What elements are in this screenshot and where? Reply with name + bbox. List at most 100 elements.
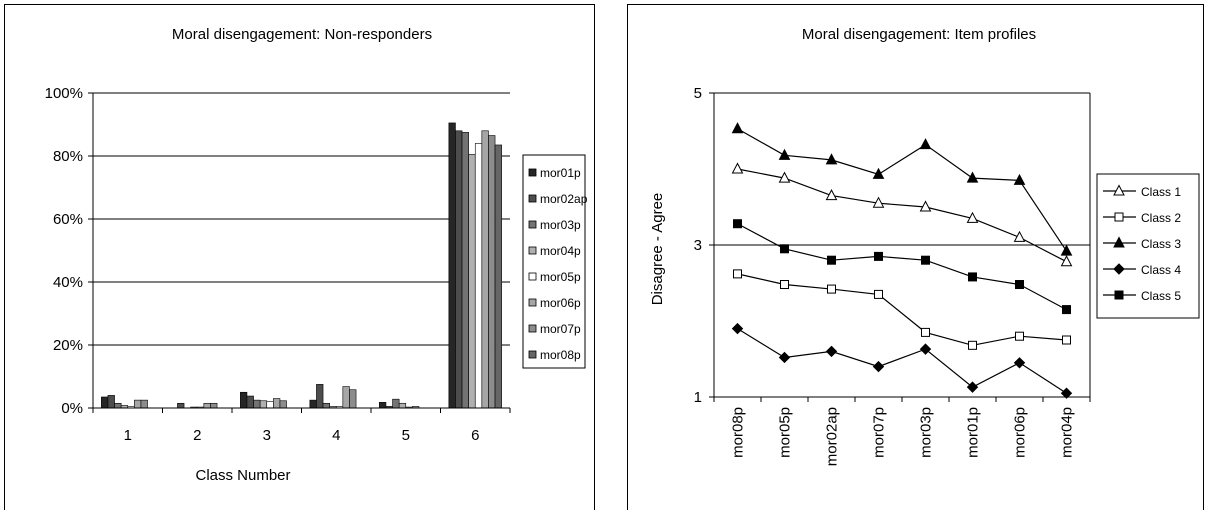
bar-chart-y-axis: 0% 20% 40% 60% 80% 100% [45,85,93,417]
bar-mor01p-class-1 [101,396,109,409]
bar-legend-label-mor08p: mor08p [540,348,581,362]
point-class-2-mor02ap [827,284,836,294]
bar-chart-axes [92,93,510,409]
point-class-4-mor05p [778,351,791,364]
bar-legend-label-mor05p: mor05p [540,270,581,284]
bar-legend-swatch-mor06p [528,298,537,307]
line-x-tick-label: mor05p [777,407,794,458]
line-legend-marker-class-1 [1113,184,1125,196]
point-class-5-mor04p [1062,305,1071,315]
bar-mor08p-class-6 [494,144,502,409]
line-chart-title: Moral disengagement: Item profiles [802,26,1036,43]
bar-chart: Moral disengagement: Non-responders Clas… [45,26,588,484]
point-class-2-mor06p [1015,331,1024,341]
bar-mor07p-class-4 [349,389,357,409]
bar-mor02ap-class-3 [246,395,254,409]
line-chart-y-axis: 1 3 5 [694,85,714,406]
bar-legend-label-mor02ap: mor02ap [540,192,588,206]
bar-x-tick-label: 1 [124,427,132,444]
point-class-5-mor01p [968,272,977,282]
bar-mor02ap-class-6 [455,130,463,409]
bar-mor02ap-class-1 [107,395,115,409]
bar-mor01p-class-3 [240,391,248,409]
bar-mor03p-class-1 [114,402,122,409]
point-class-2-mor04p [1062,335,1071,345]
line-legend-label-class-2: Class 2 [1141,211,1181,225]
point-class-2-mor07p [874,289,883,299]
line-class-4 [737,328,1067,394]
bar-y-tick-label: 100% [45,85,83,102]
bar-mor02ap-class-4 [316,384,324,409]
bar-chart-x-axis: 1 2 3 4 5 6 [92,408,511,444]
line-chart-series [731,122,1073,399]
point-class-2-mor03p [921,327,930,337]
point-class-4-mor03p [919,343,932,355]
bar-legend-label-mor03p: mor03p [540,218,581,232]
line-x-tick-label: mor08p [730,407,747,458]
point-class-5-mor08p [733,219,742,229]
bar-chart-panel: Moral disengagement: Non-responders Clas… [4,4,595,510]
bar-legend-label-mor04p: mor04p [540,244,581,258]
point-class-5-mor05p [780,244,789,254]
bar-legend-swatch-mor03p [528,220,537,229]
line-legend-label-class-3: Class 3 [1141,237,1181,251]
point-class-2-mor08p [733,269,742,279]
bar-y-tick-label: 20% [53,337,83,354]
point-class-2-mor01p [968,340,977,350]
point-class-4-mor02ap [825,345,838,358]
bar-y-tick-label: 40% [53,274,83,291]
line-chart-ylabel: Disagree - Agree [649,193,666,306]
bar-legend-label-mor06p: mor06p [540,296,581,310]
line-legend-label-class-4: Class 4 [1141,263,1181,277]
point-class-4-mor04p [1060,387,1073,399]
point-class-1-mor04p [1060,255,1073,267]
bar-mor04p-class-3 [259,400,268,409]
point-class-5-mor03p [921,255,930,265]
bar-mor06p-class-2 [203,402,211,409]
point-class-4-mor01p [966,381,979,393]
line-legend-marker-class-5 [1114,290,1124,300]
bar-chart-xlabel: Class Number [195,467,290,484]
bar-mor02ap-class-2 [177,402,185,409]
bar-mor04p-class-5 [398,402,407,409]
point-class-3-mor07p [872,167,885,179]
bar-mor04p-class-6 [468,154,476,409]
point-class-3-mor02ap [825,153,838,165]
point-class-3-mor08p [731,122,744,134]
bar-mor03p-class-3 [253,399,261,409]
line-chart-x-axis: mor08p mor05p mor02ap mor07p mor03p mor01p mor… [713,397,1091,466]
line-legend-marker-class-4 [1113,263,1125,275]
point-class-3-mor06p [1013,173,1026,185]
bar-legend-label-mor01p: mor01p [540,166,581,180]
bar-x-tick-label: 4 [332,427,340,444]
bar-mor06p-class-1 [134,399,142,409]
bar-chart-title: Moral disengagement: Non-responders [172,26,432,43]
bar-mor07p-class-6 [488,135,496,409]
point-class-1-mor01p [966,211,979,223]
line-x-tick-label: mor07p [871,407,888,458]
bar-mor03p-class-5 [392,398,400,409]
bar-legend-swatch-mor01p [528,168,537,177]
point-class-3-mor03p [919,138,932,150]
point-class-5-mor06p [1015,280,1024,290]
point-class-1-mor02ap [825,189,838,201]
point-class-3-mor04p [1060,244,1073,256]
point-class-1-mor07p [872,196,885,208]
point-class-4-mor06p [1013,357,1026,369]
bar-mor01p-class-4 [309,399,317,409]
line-legend-marker-class-3 [1113,236,1125,248]
bar-legend-swatch-mor02ap [528,194,537,203]
bar-legend-label-mor07p: mor07p [540,322,581,336]
bar-legend-swatch-mor08p [528,350,537,359]
line-legend-label-class-1: Class 1 [1141,185,1181,199]
bar-x-tick-label: 2 [193,427,201,444]
bar-mor06p-class-6 [481,130,489,409]
bar-legend-swatch-mor05p [528,272,537,281]
bar-mor07p-class-2 [210,402,218,409]
bar-legend-swatch-mor04p [528,246,537,255]
point-class-4-mor07p [872,360,885,373]
point-class-3-mor05p [778,148,791,160]
bar-chart-legend: mor01p mor02ap mor03p mor04p mor05p mor06p mor… [522,154,588,369]
bar-x-tick-label: 6 [471,427,479,444]
point-class-1-mor03p [919,200,932,212]
